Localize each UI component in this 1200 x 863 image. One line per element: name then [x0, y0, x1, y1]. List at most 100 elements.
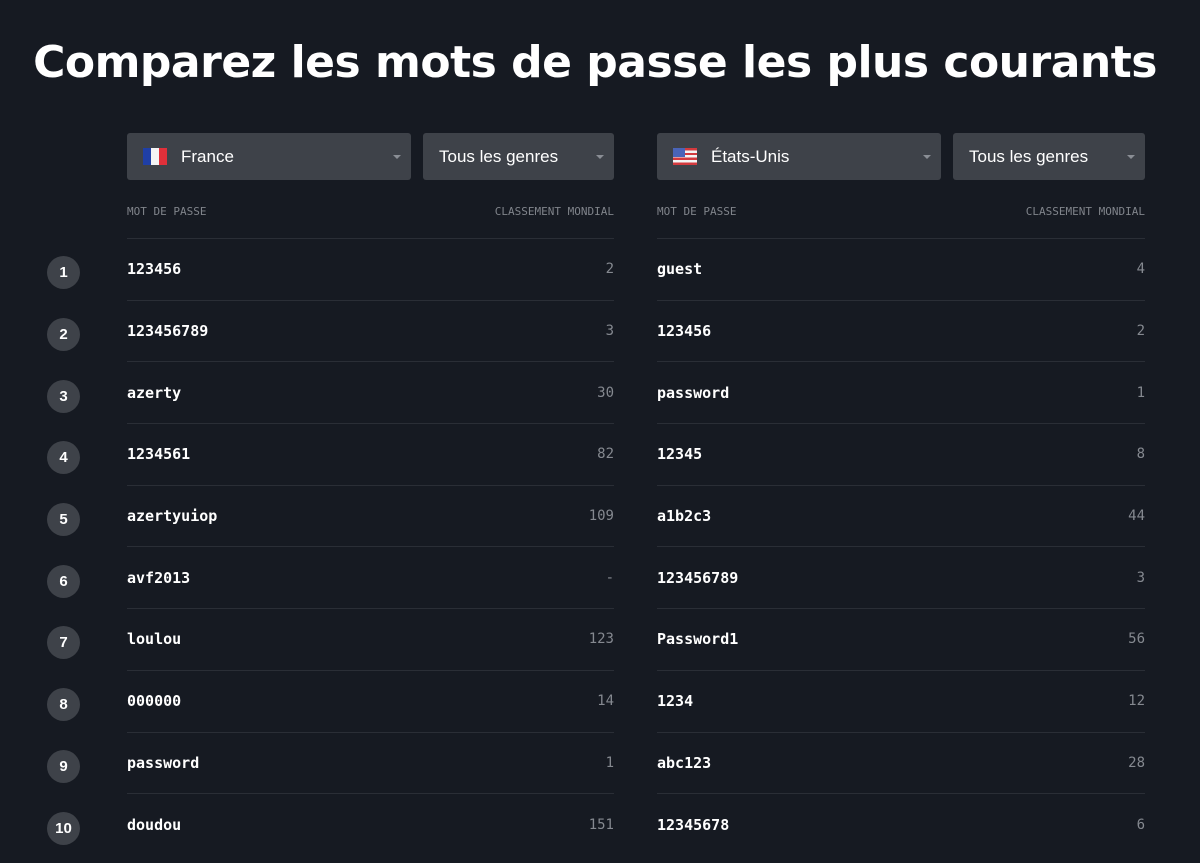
table-header: MOT DE PASSE CLASSEMENT MONDIAL: [127, 205, 614, 239]
caret-down-icon: [393, 154, 401, 159]
password-cell: abc123: [657, 753, 712, 772]
table-row: 123456789 3: [127, 301, 614, 363]
world-rank-cell: 3: [1136, 569, 1145, 586]
world-rank-cell: 3: [605, 323, 614, 340]
world-rank-cell: 12: [1128, 693, 1145, 710]
position-row: 4: [47, 427, 80, 489]
world-rank-cell: 30: [597, 384, 614, 401]
world-rank-cell: 2: [1136, 323, 1145, 340]
table-row: 123456789 3: [657, 547, 1145, 610]
world-rank-cell: 109: [588, 508, 614, 525]
table-row: avf2013 -: [127, 547, 614, 610]
position-row: 5: [47, 489, 80, 551]
france-panel: France Tous les genres MOT DE PASSE CLAS…: [127, 133, 614, 856]
table-row: azerty 30: [127, 362, 614, 425]
position-column: 1 2 3 4 5 6 7 8 9 10: [47, 242, 80, 859]
position-badge: 5: [47, 503, 80, 537]
table-row: 123456 2: [657, 301, 1145, 363]
position-row: 9: [47, 736, 80, 798]
world-rank-cell: 82: [597, 446, 614, 463]
france-flag-icon: [143, 148, 167, 165]
world-rank-cell: 1: [1136, 384, 1145, 401]
country-select-left[interactable]: France: [127, 133, 411, 180]
table-row: Password1 56: [657, 609, 1145, 671]
world-rank-cell: 8: [1136, 446, 1145, 463]
world-rank-cell: 14: [597, 693, 614, 710]
password-cell: password: [657, 383, 730, 402]
world-rank-cell: 56: [1128, 631, 1145, 648]
password-cell: 123456789: [657, 568, 739, 587]
table-row: a1b2c3 44: [657, 486, 1145, 548]
world-rank-cell: 6: [1136, 817, 1145, 834]
password-cell: 123456: [657, 322, 712, 341]
table-row: 12345 8: [657, 424, 1145, 486]
position-badge: 2: [47, 318, 80, 352]
usa-flag-icon: [673, 148, 697, 165]
world-rank-cell: -: [605, 569, 614, 586]
col-rank-header: CLASSEMENT MONDIAL: [1025, 205, 1145, 218]
page-title: Comparez les mots de passe les plus cour…: [33, 37, 1157, 89]
position-badge: 1: [47, 256, 80, 290]
table-row: password 1: [127, 733, 614, 795]
caret-down-icon: [1127, 154, 1135, 159]
position-row: 7: [47, 612, 80, 674]
position-row: 3: [47, 365, 80, 427]
table-row: doudou 151: [127, 794, 614, 856]
genre-select-left[interactable]: Tous les genres: [423, 133, 614, 180]
world-rank-cell: 4: [1136, 261, 1145, 278]
password-cell: password: [127, 753, 200, 772]
position-badge: 3: [47, 379, 80, 413]
genre-label: Tous les genres: [439, 146, 559, 166]
table-row: guest 4: [657, 239, 1145, 301]
genre-select-right[interactable]: Tous les genres: [953, 133, 1145, 180]
password-cell: 1234: [657, 692, 694, 711]
position-badge: 7: [47, 626, 80, 660]
position-badge: 8: [47, 688, 80, 722]
position-row: 1: [47, 242, 80, 304]
table-header: MOT DE PASSE CLASSEMENT MONDIAL: [657, 205, 1145, 239]
password-cell: Password1: [657, 630, 739, 649]
password-cell: guest: [657, 260, 703, 279]
genre-label: Tous les genres: [969, 146, 1089, 166]
col-password-header: MOT DE PASSE: [657, 205, 737, 218]
table-row: 1234561 82: [127, 424, 614, 486]
world-rank-cell: 1: [605, 754, 614, 771]
position-badge: 4: [47, 441, 80, 475]
password-cell: 123456789: [127, 322, 209, 341]
world-rank-cell: 28: [1128, 754, 1145, 771]
password-cell: 000000: [127, 692, 182, 711]
world-rank-cell: 44: [1128, 508, 1145, 525]
position-badge: 6: [47, 564, 80, 598]
table-row: 1234 12: [657, 671, 1145, 733]
password-cell: 12345: [657, 445, 703, 464]
position-row: 10: [47, 797, 80, 859]
password-list: 123456 2 123456789 3 azerty 30 1234561 82 azerty…: [127, 239, 614, 856]
position-row: 6: [47, 550, 80, 612]
country-select-right[interactable]: États-Unis: [657, 133, 941, 180]
col-rank-header: CLASSEMENT MONDIAL: [494, 205, 614, 218]
table-row: 000000 14: [127, 671, 614, 733]
country-label: France: [181, 146, 234, 166]
password-cell: 123456: [127, 260, 182, 279]
world-rank-cell: 151: [588, 817, 614, 834]
password-cell: 12345678: [657, 816, 730, 835]
password-cell: azertyuiop: [127, 507, 218, 526]
password-list: guest 4 123456 2 password 1 12345 8 a1b2c3 44 1234…: [657, 239, 1145, 856]
table-row: azertyuiop 109: [127, 486, 614, 548]
table-row: 12345678 6: [657, 794, 1145, 856]
position-row: 2: [47, 304, 80, 366]
caret-down-icon: [596, 154, 604, 159]
password-cell: loulou: [127, 630, 182, 649]
col-password-header: MOT DE PASSE: [127, 205, 207, 218]
table-row: abc123 28: [657, 733, 1145, 795]
password-cell: avf2013: [127, 568, 191, 587]
table-row: loulou 123: [127, 609, 614, 671]
caret-down-icon: [923, 154, 931, 159]
world-rank-cell: 2: [605, 261, 614, 278]
usa-panel: États-Unis Tous les genres MOT DE PASSE …: [657, 133, 1145, 856]
password-cell: doudou: [127, 816, 182, 835]
password-cell: 1234561: [127, 445, 191, 464]
position-row: 8: [47, 674, 80, 736]
position-badge: 9: [47, 749, 80, 783]
position-badge: 10: [47, 811, 80, 845]
